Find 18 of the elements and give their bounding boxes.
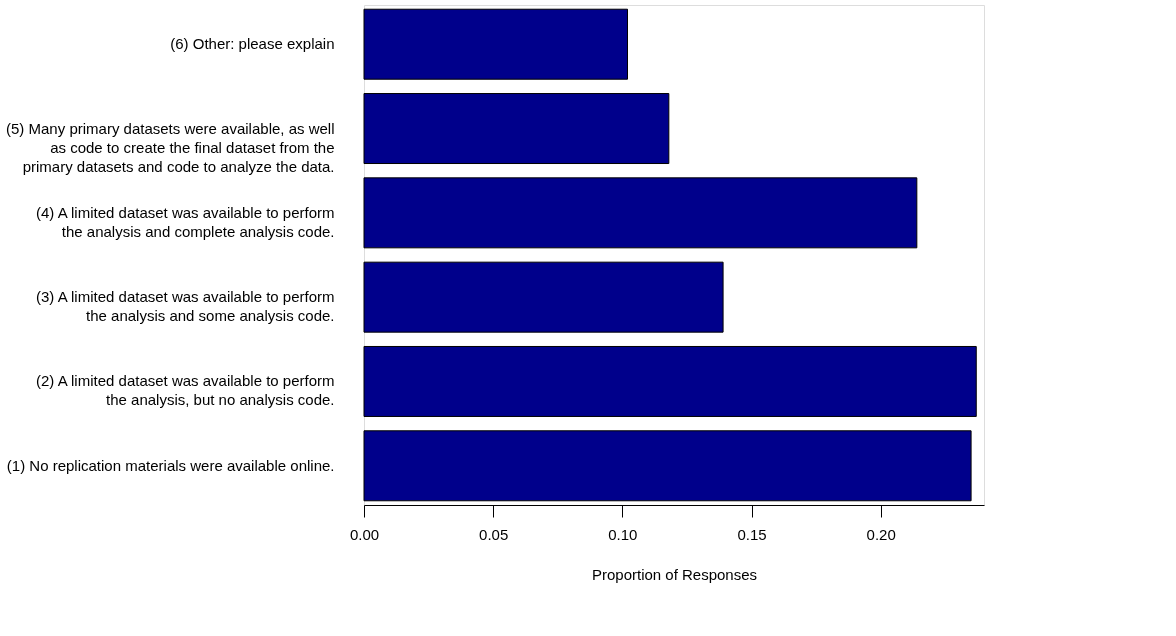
bar <box>363 177 918 249</box>
x-tick-label: 0.05 <box>479 525 509 543</box>
y-tick-label: (2) A limited dataset was available to perform the analysis, but no analysis code. <box>36 372 335 409</box>
y-tick-label: (1) No replication materials were available online. <box>6 456 335 474</box>
bar <box>363 345 977 417</box>
x-tick-label: 0.10 <box>608 525 638 543</box>
y-tick-label: (3) A limited dataset was available to perform the analysis and some analysis code. <box>36 288 335 325</box>
x-tick-label: 0.15 <box>737 525 767 543</box>
x-axis-title: Proportion of Responses <box>591 565 758 583</box>
x-tick-label: 0.00 <box>349 525 380 543</box>
y-tick-label: (5) Many primary datasets were available, as well as code to create the final dataset from the primary datasets and code to analyze the data. <box>6 119 335 175</box>
bar <box>363 93 670 165</box>
y-tick-label: (4) A limited dataset was available to perform the analysis and complete analysis code. <box>36 203 335 240</box>
bar <box>363 8 628 80</box>
bar <box>363 261 724 333</box>
bar <box>363 430 972 502</box>
x-tick-label: 0.20 <box>866 525 896 543</box>
y-tick-label: (6) Other: please explain <box>170 35 335 53</box>
